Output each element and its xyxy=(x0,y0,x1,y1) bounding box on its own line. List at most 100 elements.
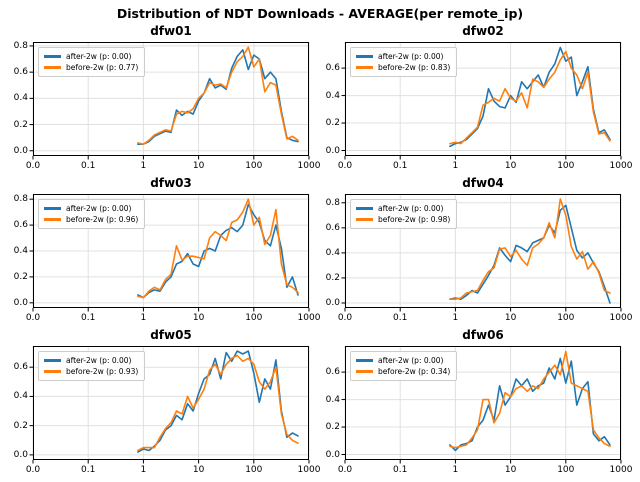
x-tick-label: 100 xyxy=(245,161,263,171)
x-tick-label: 10 xyxy=(504,161,517,171)
y-tick-label: 0.0 xyxy=(13,449,28,460)
x-tick-label: 0.0 xyxy=(25,313,41,323)
legend-line-swatch xyxy=(44,359,61,362)
x-tick-label: 10 xyxy=(504,313,517,323)
y-tick-label: 0.8 xyxy=(13,40,28,51)
y-tick-label: 0.6 xyxy=(325,63,340,74)
x-tick-label: 0.0 xyxy=(337,465,353,475)
legend-entry: before-2w (p: 0.93) xyxy=(44,366,138,377)
x-tick-label: 10 xyxy=(192,313,205,323)
y-tick-label: 0.2 xyxy=(325,272,340,283)
x-tick-label: 1 xyxy=(140,161,147,171)
legend-line-swatch xyxy=(356,55,373,58)
legend-label: before-2w (p: 0.83) xyxy=(378,63,451,72)
y-tick-label: 0.4 xyxy=(13,246,28,256)
y-tick-label: 0.4 xyxy=(325,247,340,258)
legend-label: after-2w (p: 0.00) xyxy=(378,356,444,365)
figure-suptitle: Distribution of NDT Downloads - AVERAGE(… xyxy=(116,6,524,21)
x-tick-label: 100 xyxy=(245,465,263,475)
legend-label: before-2w (p: 0.34) xyxy=(378,367,451,376)
x-tick-label: 0.1 xyxy=(393,465,408,475)
y-tick-label: 0.4 xyxy=(13,391,28,402)
x-tick-label: 0.1 xyxy=(81,313,96,323)
legend-entry: after-2w (p: 0.00) xyxy=(44,51,138,62)
y-tick-label: 0.4 xyxy=(325,394,340,405)
subplot-title: dfw01 xyxy=(150,24,192,38)
plot-area xyxy=(29,194,310,312)
legend-entry: after-2w (p: 0.00) xyxy=(356,355,450,366)
subplot-title: dfw05 xyxy=(150,328,192,342)
legend: after-2w (p: 0.00) before-2w (p: 0.83) xyxy=(350,47,458,77)
x-tick-label: 1000 xyxy=(609,313,633,323)
legend-entry: before-2w (p: 0.34) xyxy=(356,366,450,377)
x-tick-label: 1 xyxy=(452,313,459,323)
legend: after-2w (p: 0.00) before-2w (p: 0.77) xyxy=(38,47,146,77)
y-tick-label: 0.0 xyxy=(325,449,340,460)
y-tick-label: 0.4 xyxy=(325,90,340,101)
y-tick-label: 0.6 xyxy=(325,222,340,233)
subplot-title: dfw04 xyxy=(462,176,504,190)
subplot-dfw06: dfw06 after-2w (p: 0.00) before-2w (p: 0… xyxy=(326,328,633,475)
legend-line-swatch xyxy=(44,55,61,58)
x-tick-label: 0.1 xyxy=(393,161,408,171)
x-tick-label: 10 xyxy=(504,465,517,475)
legend-line-swatch xyxy=(356,370,373,373)
x-tick-label: 100 xyxy=(557,161,575,171)
y-tick-label: 0.0 xyxy=(325,145,340,156)
legend-label: after-2w (p: 0.00) xyxy=(66,204,132,213)
x-tick-label: 1 xyxy=(140,313,147,323)
y-tick-label: 0.4 xyxy=(13,93,28,104)
x-tick-label: 100 xyxy=(557,313,575,323)
legend-entry: after-2w (p: 0.00) xyxy=(356,203,450,214)
plot-area xyxy=(341,42,622,160)
legend-label: before-2w (p: 0.77) xyxy=(66,63,139,72)
x-tick-label: 0.0 xyxy=(337,313,353,323)
legend-line-swatch xyxy=(44,370,61,373)
x-tick-label: 1000 xyxy=(297,161,321,171)
x-tick-label: 1000 xyxy=(297,313,321,323)
x-tick-label: 0.0 xyxy=(25,161,41,171)
x-tick-label: 0.1 xyxy=(81,465,96,475)
legend-line-swatch xyxy=(356,218,373,221)
y-tick-label: 0.2 xyxy=(13,119,28,130)
y-tick-label: 0.8 xyxy=(325,197,340,208)
legend-entry: before-2w (p: 0.83) xyxy=(356,62,450,73)
legend-label: after-2w (p: 0.00) xyxy=(66,52,132,61)
legend-label: before-2w (p: 0.98) xyxy=(378,215,451,224)
legend-label: after-2w (p: 0.00) xyxy=(66,356,132,365)
x-tick-label: 0.0 xyxy=(25,465,41,475)
x-tick-label: 1 xyxy=(452,161,459,171)
subplot-title: dfw02 xyxy=(462,24,504,38)
x-tick-label: 1000 xyxy=(609,161,633,171)
legend-line-swatch xyxy=(44,66,61,69)
legend-line-swatch xyxy=(356,207,373,210)
y-tick-label: 0.2 xyxy=(325,422,340,433)
y-tick-label: 0.0 xyxy=(13,297,28,308)
y-tick-label: 0.6 xyxy=(13,67,28,78)
x-tick-label: 100 xyxy=(557,465,575,475)
legend-entry: before-2w (p: 0.77) xyxy=(44,62,138,73)
legend: after-2w (p: 0.00) before-2w (p: 0.93) xyxy=(38,351,146,381)
y-tick-label: 0.8 xyxy=(13,194,28,205)
legend-entry: after-2w (p: 0.00) xyxy=(44,203,138,214)
legend: after-2w (p: 0.00) before-2w (p: 0.34) xyxy=(350,351,458,381)
subplot-dfw02: dfw02 after-2w (p: 0.00) before-2w (p: 0… xyxy=(326,24,633,171)
plot-area xyxy=(29,42,310,160)
x-tick-label: 0.0 xyxy=(337,161,353,171)
legend-label: before-2w (p: 0.96) xyxy=(66,215,139,224)
subplot-title: dfw03 xyxy=(150,176,192,190)
x-tick-label: 1000 xyxy=(297,465,321,475)
x-tick-label: 10 xyxy=(192,465,205,475)
y-tick-label: 0.2 xyxy=(13,271,28,282)
legend-entry: before-2w (p: 0.98) xyxy=(356,214,450,225)
x-tick-label: 100 xyxy=(245,313,263,323)
x-tick-label: 1 xyxy=(452,465,459,475)
subplot-dfw03: dfw03 after-2w (p: 0.00) before-2w (p: 0… xyxy=(14,176,321,323)
legend: after-2w (p: 0.00) before-2w (p: 0.96) xyxy=(38,199,146,229)
x-tick-label: 0.1 xyxy=(393,313,408,323)
y-tick-label: 0.0 xyxy=(13,145,28,156)
y-tick-label: 0.6 xyxy=(13,362,28,373)
subplot-dfw01: dfw01 after-2w (p: 0.00) before-2w (p: 0… xyxy=(14,24,321,171)
x-tick-label: 10 xyxy=(192,161,205,171)
